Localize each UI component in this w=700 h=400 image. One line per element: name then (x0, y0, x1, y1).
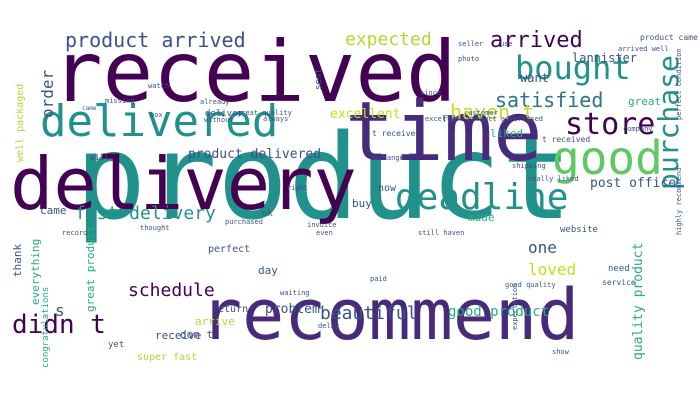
word-excellent-product-advertised: excellent product advertised (425, 115, 544, 123)
word-product-came: product came (640, 33, 698, 42)
word-exchange: exchange (370, 154, 404, 162)
word-missing: missing (105, 97, 135, 105)
word-company: company (623, 125, 653, 133)
word-quality-product: quality product (631, 242, 646, 360)
word-beautiful: beautiful (320, 303, 418, 324)
word-since: since (420, 89, 442, 97)
word-deadline: deadline (395, 177, 569, 218)
word-great-quality: great quality (237, 109, 292, 117)
word-haven-t: haven t (450, 100, 535, 124)
word-product: product (75, 108, 573, 246)
word-delay: delay (318, 322, 340, 330)
word-received: received (52, 23, 457, 121)
word-liked: liked (490, 127, 524, 140)
word-fast-delivery: fast delivery (75, 203, 216, 224)
word-box: box (150, 111, 163, 119)
word-everything: everything (29, 238, 42, 305)
word-excellent: excellent (330, 107, 401, 122)
word-photo: photo (458, 55, 480, 63)
word-s: s (55, 301, 65, 320)
word-without: without (204, 116, 234, 124)
word-paid: paid (370, 275, 387, 283)
word-arrive: arrive (195, 315, 235, 328)
word-order: order (38, 69, 57, 118)
word-good-product: good product (448, 304, 550, 320)
word-loved: loved (528, 260, 577, 279)
word-buy: buy (352, 197, 372, 210)
word-use: use (500, 40, 513, 48)
word-problem: problem (265, 302, 320, 317)
word-receive: receive (155, 329, 202, 342)
word-highly-recommend: highly recommend (675, 167, 683, 235)
word-didn-t: didn t (12, 310, 106, 340)
word-bought: bought (515, 49, 631, 87)
word-seller: seller (458, 40, 484, 48)
word-purchased: purchased (225, 218, 263, 226)
word-perfect: perfect (208, 244, 251, 255)
word-great-product: great product (84, 225, 97, 312)
word-schedule: schedule (128, 280, 215, 301)
word-expectation: expectation (511, 283, 519, 330)
word-arrived-well: arrived well (618, 45, 669, 53)
word-well-packaged: well packaged (15, 83, 26, 162)
word-always: always (263, 115, 289, 123)
word-store: store (565, 107, 656, 142)
word-right: right (287, 184, 309, 192)
word-good: good (552, 131, 663, 185)
word-lannister: lannister (572, 51, 638, 65)
word-website: website (560, 225, 598, 235)
word-record: record (62, 229, 88, 237)
word-great: great (628, 95, 662, 108)
word-time: time (345, 85, 543, 180)
word-really-liked: really liked (528, 175, 579, 183)
word-don-t: don t (180, 328, 214, 341)
word-one: one (528, 238, 557, 257)
word-sent: sent (314, 68, 324, 90)
word-need: need (608, 264, 630, 274)
word-super-fast: super fast (137, 352, 198, 363)
word-came: came (82, 105, 97, 112)
word-will: will (90, 153, 110, 162)
word-shipping: shipping (512, 162, 546, 170)
word-product-arrived: product arrived (65, 28, 246, 52)
word-post-office: post office (590, 176, 677, 191)
word-waiting: waiting (280, 289, 310, 297)
word-expected: expected (345, 29, 432, 50)
word-already: already (200, 98, 230, 106)
word-satisfied: satisfied (495, 88, 604, 112)
word-customer: customer (464, 109, 498, 117)
word-day: day (258, 264, 278, 277)
word-t-received: t received (542, 135, 591, 144)
word-good-quality: good quality (505, 281, 556, 289)
word-delivery: delivery (10, 142, 357, 226)
word-still-haven: still haven (418, 229, 465, 237)
word-congratulations: congratulations (41, 286, 51, 368)
word-watch: watch (148, 82, 170, 90)
word-service: service (602, 278, 636, 287)
word-t-receive: t receive (372, 129, 416, 138)
word-product-delivered: product delivered (188, 147, 322, 162)
word-yet: yet (108, 340, 125, 350)
word-came: came (40, 204, 67, 217)
word-made: made (468, 211, 495, 224)
word-return: return (212, 304, 249, 315)
word-invoice: invoice (307, 221, 337, 229)
word-deliver: deliver (205, 109, 243, 119)
word-ok: ok (262, 209, 273, 219)
word-for: for (442, 115, 459, 125)
word-want: want (520, 71, 549, 85)
word-thought: thought (140, 224, 170, 232)
word-recommend: recommend (200, 274, 580, 356)
word-delivered: delivered (40, 96, 279, 147)
word-perfect-condition: perfect condition (675, 48, 683, 120)
word-now: now (378, 183, 397, 194)
word-show: show (552, 348, 569, 356)
word-arrived: arrived (490, 28, 583, 53)
word-thank: thank (11, 243, 24, 277)
word-even: even (316, 229, 333, 237)
